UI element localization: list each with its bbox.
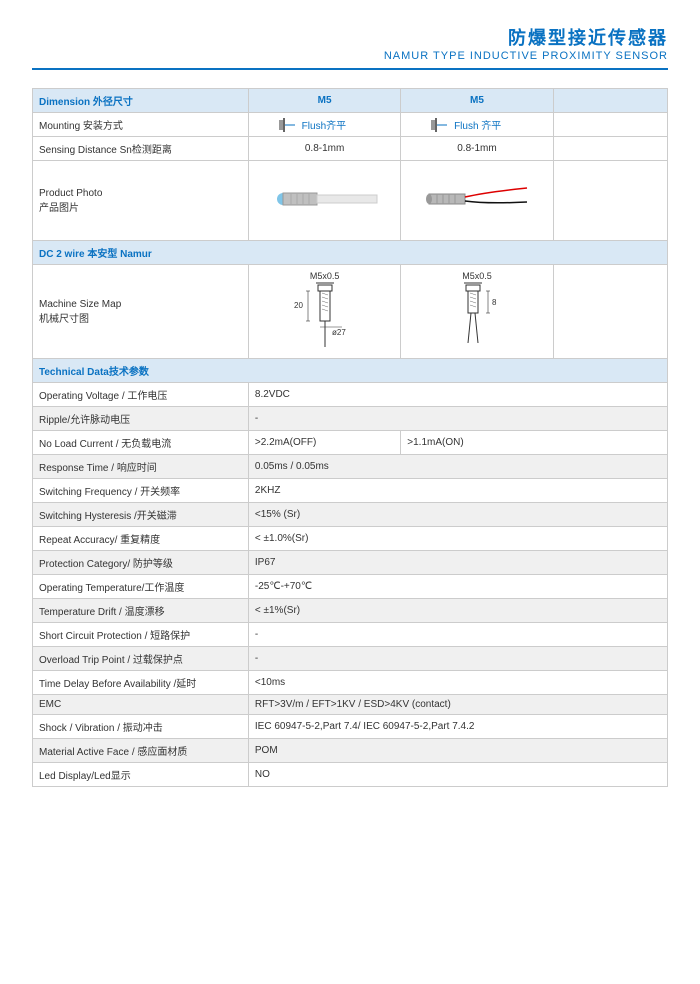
tech-value: - xyxy=(248,647,667,671)
flush-icon xyxy=(279,118,297,132)
tech-value: <15% (Sr) xyxy=(248,503,667,527)
photo-1 xyxy=(248,161,400,241)
title-english: NAMUR TYPE INDUCTIVE PROXIMITY SENSOR xyxy=(32,50,668,62)
tech-label: Shock / Vibration / 振动冲击 xyxy=(33,715,249,739)
tech-label: Material Active Face / 感应面材质 xyxy=(33,739,249,763)
tech-label: Led Display/Led显示 xyxy=(33,763,249,787)
tech-label: Operating Voltage / 工作电压 xyxy=(33,383,249,407)
tech-value: < ±1.0%(Sr) xyxy=(248,527,667,551)
tech-value: < ±1%(Sr) xyxy=(248,599,667,623)
tech-label: Switching Hysteresis /开关磁滞 xyxy=(33,503,249,527)
sensor-photo-icon xyxy=(417,174,537,224)
tech-value: NO xyxy=(248,763,667,787)
tech-header: Technical Data技术参数 xyxy=(33,359,668,383)
tech-value: >1.1mA(ON) xyxy=(401,431,668,455)
tech-value: IP67 xyxy=(248,551,667,575)
header-divider xyxy=(32,68,668,70)
tech-label: Operating Temperature/工作温度 xyxy=(33,575,249,599)
mounting-v1: Flush齐平 xyxy=(248,113,400,137)
tech-value: <10ms xyxy=(248,671,667,695)
tech-value: 0.05ms / 0.05ms xyxy=(248,455,667,479)
tech-label: Temperature Drift / 温度漂移 xyxy=(33,599,249,623)
tech-row: Shock / Vibration / 振动冲击IEC 60947-5-2,Pa… xyxy=(33,715,668,739)
tech-value: -25℃-+70℃ xyxy=(248,575,667,599)
tech-value: 2KHZ xyxy=(248,479,667,503)
tech-row: Material Active Face / 感应面材质POM xyxy=(33,739,668,763)
machine-diagram-1: M5x0.5 20 ø27 xyxy=(248,265,400,359)
tech-value: >2.2mA(OFF) xyxy=(248,431,400,455)
dimension-diagram-icon: 20 ø27 xyxy=(280,281,370,351)
tech-row: Repeat Accuracy/ 重复精度< ±1.0%(Sr) xyxy=(33,527,668,551)
tech-label: Switching Frequency / 开关频率 xyxy=(33,479,249,503)
dimension-col2: M5 xyxy=(401,89,553,113)
svg-text:20: 20 xyxy=(294,301,303,310)
sensing-v1: 0.8-1mm xyxy=(248,137,400,161)
tech-label: Repeat Accuracy/ 重复精度 xyxy=(33,527,249,551)
tech-label: Ripple/允许脉动电压 xyxy=(33,407,249,431)
dimension-diagram-icon: 8 xyxy=(432,281,522,351)
machine-diagram-3 xyxy=(553,265,667,359)
tech-row: Switching Hysteresis /开关磁滞<15% (Sr) xyxy=(33,503,668,527)
tech-row: Switching Frequency / 开关频率2KHZ xyxy=(33,479,668,503)
tech-label: Response Time / 响应时间 xyxy=(33,455,249,479)
dimension-label: Dimension 外径尺寸 xyxy=(33,89,249,113)
dimension-col3 xyxy=(553,89,667,113)
tech-value: RFT>3V/m / EFT>1KV / ESD>4KV (contact) xyxy=(248,695,667,715)
title-chinese: 防爆型接近传感器 xyxy=(32,24,668,50)
tech-value: 8.2VDC xyxy=(248,383,667,407)
thread-label-2: M5x0.5 xyxy=(407,271,546,281)
tech-row: Led Display/Led显示NO xyxy=(33,763,668,787)
mounting-v3 xyxy=(553,113,667,137)
sensing-label: Sensing Distance Sn检测距离 xyxy=(33,137,249,161)
tech-row: Operating Voltage / 工作电压8.2VDC xyxy=(33,383,668,407)
tech-value: IEC 60947-5-2,Part 7.4/ IEC 60947-5-2,Pa… xyxy=(248,715,667,739)
tech-row: EMCRFT>3V/m / EFT>1KV / ESD>4KV (contact… xyxy=(33,695,668,715)
tech-value: - xyxy=(248,407,667,431)
spec-table: Dimension 外径尺寸 M5 M5 Mounting 安装方式 Flush… xyxy=(32,88,668,787)
mounting-label: Mounting 安装方式 xyxy=(33,113,249,137)
photo-3 xyxy=(553,161,667,241)
machine-diagram-2: M5x0.5 8 xyxy=(401,265,553,359)
sensing-v3 xyxy=(553,137,667,161)
machine-label: Machine Size Map 机械尺寸图 xyxy=(33,265,249,359)
tech-label: EMC xyxy=(33,695,249,715)
photo-label: Product Photo 产品图片 xyxy=(33,161,249,241)
flush-text-1: Flush齐平 xyxy=(302,121,346,132)
flush-text-2: Flush 齐平 xyxy=(454,121,501,132)
photo-2 xyxy=(401,161,553,241)
tech-row: No Load Current / 无负载电流>2.2mA(OFF)>1.1mA… xyxy=(33,431,668,455)
svg-text:ø27: ø27 xyxy=(332,328,346,337)
tech-label: Protection Category/ 防护等级 xyxy=(33,551,249,575)
tech-row: Operating Temperature/工作温度-25℃-+70℃ xyxy=(33,575,668,599)
sensing-v2: 0.8-1mm xyxy=(401,137,553,161)
tech-label: No Load Current / 无负载电流 xyxy=(33,431,249,455)
dimension-col1: M5 xyxy=(248,89,400,113)
thread-label-1: M5x0.5 xyxy=(255,271,394,281)
page-header: 防爆型接近传感器 NAMUR TYPE INDUCTIVE PROXIMITY … xyxy=(32,24,668,62)
tech-value: - xyxy=(248,623,667,647)
mounting-v2: Flush 齐平 xyxy=(401,113,553,137)
tech-value: POM xyxy=(248,739,667,763)
dc2wire-label: DC 2 wire 本安型 Namur xyxy=(33,241,668,265)
tech-row: Short Circuit Protection / 短路保护- xyxy=(33,623,668,647)
tech-label: Time Delay Before Availability /延时 xyxy=(33,671,249,695)
tech-label: Short Circuit Protection / 短路保护 xyxy=(33,623,249,647)
svg-text:8: 8 xyxy=(492,298,497,307)
tech-row: Protection Category/ 防护等级IP67 xyxy=(33,551,668,575)
flush-icon xyxy=(431,118,449,132)
tech-label: Overload Trip Point / 过载保护点 xyxy=(33,647,249,671)
tech-row: Response Time / 响应时间0.05ms / 0.05ms xyxy=(33,455,668,479)
tech-row: Overload Trip Point / 过载保护点- xyxy=(33,647,668,671)
tech-row: Ripple/允许脉动电压- xyxy=(33,407,668,431)
tech-row: Time Delay Before Availability /延时<10ms xyxy=(33,671,668,695)
sensor-photo-icon xyxy=(265,174,385,224)
tech-row: Temperature Drift / 温度漂移< ±1%(Sr) xyxy=(33,599,668,623)
